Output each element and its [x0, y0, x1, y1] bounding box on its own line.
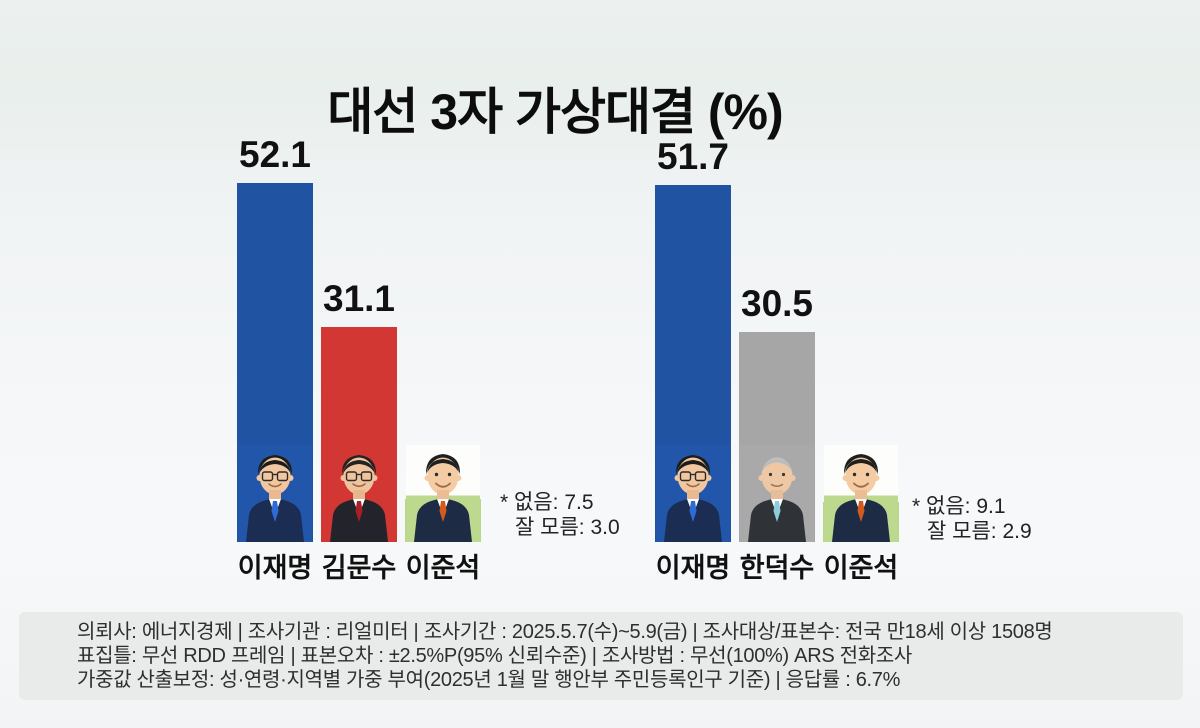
- page-title: 대선 3자 가상대결 (%): [327, 83, 783, 140]
- candidate-photo-leejaemyung: [238, 445, 312, 542]
- person-portrait-icon: [246, 455, 304, 542]
- footnote-none: * 없음: 9.1: [912, 495, 1006, 518]
- survey-methodology-box: 의뢰사: 에너지경제 | 조사기관 : 리얼미터 | 조사기간 : 2025.5…: [19, 612, 1183, 700]
- value-label: 52.1: [238, 134, 312, 175]
- candidate-photo-leejaemyung: [656, 445, 730, 542]
- candidate-photo-leejunseok: 5.8: [824, 445, 898, 542]
- right-chart-footnote: * 없음: 9.1 잘 모름: 2.9: [912, 494, 1032, 544]
- footnote-dontknow: 잘 모름: 2.9: [927, 520, 1032, 543]
- survey-info-line-2: 표집틀: 무선 RDD 프레임 | 표본오차 : ±2.5%P(95% 신뢰수준…: [77, 645, 913, 667]
- candidate-photo-leejunseok: 6.3: [406, 445, 480, 542]
- person-portrait-icon: [748, 457, 806, 542]
- person-portrait-icon: [832, 454, 890, 542]
- candidate-name-leejaemyung: 이재명: [655, 553, 731, 583]
- person-portrait-icon: [414, 454, 472, 542]
- person-portrait-icon: [330, 455, 388, 542]
- survey-info-line-1: 의뢰사: 에너지경제 | 조사기관 : 리얼미터 | 조사기간 : 2025.5…: [77, 621, 1053, 643]
- value-label: 51.7: [656, 136, 730, 177]
- survey-info-line-3: 가중값 산출보정: 성·연령·지역별 가중 부여(2025년 1월 말 행안부 …: [77, 669, 901, 691]
- candidate-name-leejaemyung: 이재명: [237, 553, 313, 583]
- person-portrait-icon: [664, 455, 722, 542]
- candidate-photo-handucksoo: [740, 445, 814, 542]
- value-label: 31.1: [322, 278, 396, 319]
- candidate-name-leejunseok: 이준석: [823, 553, 899, 583]
- candidate-name-leejunseok: 이준석: [405, 553, 481, 583]
- candidate-name-kimmoonsoo: 김문수: [321, 553, 397, 583]
- candidate-name-handucksoo: 한덕수: [739, 553, 815, 583]
- candidate-photo-kimmoonsoo: [322, 445, 396, 542]
- value-label: 30.5: [740, 283, 814, 324]
- footnote-dontknow: 잘 모름: 3.0: [515, 516, 620, 539]
- footnote-none: * 없음: 7.5: [500, 491, 594, 514]
- left-chart-footnote: * 없음: 7.5 잘 모름: 3.0: [500, 490, 620, 540]
